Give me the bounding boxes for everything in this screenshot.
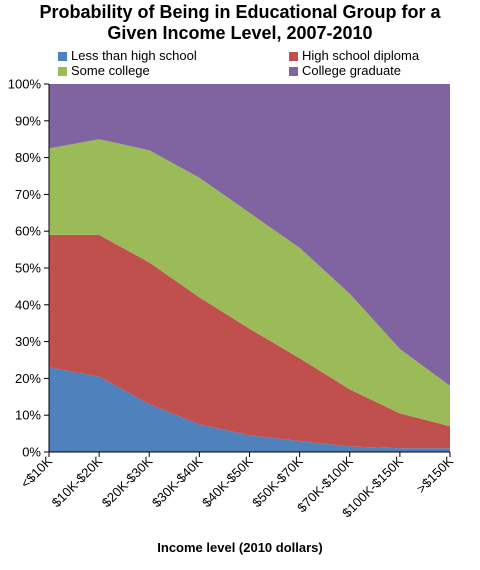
chart-title: Probability of Being in Educational Grou… [0, 2, 480, 44]
legend-label: Some college [71, 63, 150, 78]
x-tick-label: $20K-$30K [99, 453, 156, 510]
legend-swatch [289, 51, 298, 61]
legend-item-some-college: Some college [58, 64, 150, 78]
y-tick-label: 80% [15, 150, 41, 165]
legend-label: College graduate [302, 63, 402, 78]
y-tick-label: 60% [15, 224, 41, 239]
legend-swatch [289, 66, 298, 76]
y-tick-label: 70% [15, 187, 41, 202]
legend-item-high-school-diploma: High school diploma [289, 49, 419, 63]
legend-label: High school diploma [302, 48, 420, 63]
x-tick-label: $30K-$40K [149, 453, 206, 510]
chart-title-line-1: Probability of Being in Educational Grou… [39, 2, 441, 22]
y-tick-label: 20% [15, 371, 41, 386]
y-tick-label: 40% [15, 297, 41, 312]
y-tick-label: 50% [15, 261, 41, 276]
x-tick-label: $40K-$50K [199, 453, 256, 510]
x-tick-label: >$150K [414, 453, 457, 496]
x-tick-label: $10K-$20K [49, 453, 106, 510]
area-series-some-college [49, 139, 450, 427]
legend: Less than high school High school diplom… [0, 0, 480, 90]
chart-title-line-2: Given Income Level, 2007-2010 [107, 23, 373, 43]
x-axis-title: Income level (2010 dollars) [157, 540, 323, 555]
y-tick-label: 30% [15, 334, 41, 349]
legend-item-college-graduate: College graduate [289, 64, 401, 78]
area-series-college-graduate [49, 84, 450, 386]
area-series-less-than-high-school [49, 367, 450, 452]
y-tick-label: 0% [22, 445, 41, 460]
area-series-high-school-diploma [49, 234, 450, 449]
legend-item-less-than-high-school: Less than high school [58, 49, 197, 63]
y-tick-label: 10% [15, 408, 41, 423]
legend-label: Less than high school [71, 48, 197, 63]
y-tick-label: 90% [15, 113, 41, 128]
legend-swatch [58, 51, 67, 61]
y-tick-label: 100% [8, 77, 42, 92]
legend-swatch [58, 66, 67, 76]
